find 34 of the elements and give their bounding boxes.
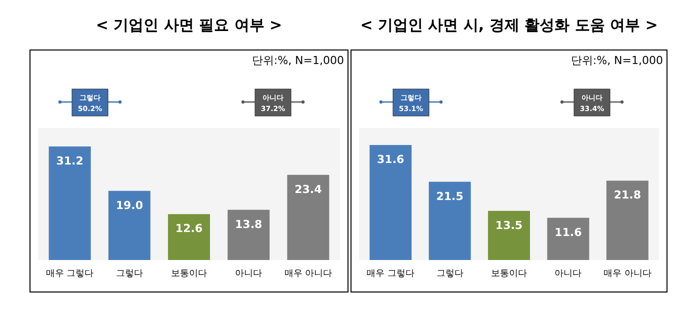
data-label: 19.0 (116, 198, 144, 212)
x-tick-label: 매우 그렇다 (46, 269, 94, 279)
bar (108, 190, 150, 260)
data-label: 31.2 (56, 154, 84, 168)
x-tick-label: 그렇다 (116, 269, 143, 279)
x-tick-label: 매우 아니다 (284, 269, 332, 279)
x-tick-label: 아니다 (235, 269, 262, 279)
bar (168, 214, 210, 260)
bar (228, 210, 270, 260)
data-label: 21.5 (436, 190, 464, 203)
data-label: 13.8 (235, 218, 262, 231)
data-label: 31.6 (377, 153, 405, 166)
text: 단위:%, N=1,000 (570, 54, 663, 67)
bar (428, 182, 471, 260)
x-tick-label: 매우 그렇다 (366, 269, 415, 279)
x-tick-label: 보통이다 (491, 269, 527, 279)
data-label: 11.6 (554, 226, 582, 239)
chart-title: < 기업인 사면 필요 여부 > (96, 16, 282, 34)
bar (370, 145, 412, 260)
bar (606, 180, 648, 260)
data-label: 13.5 (495, 218, 523, 232)
x-tick-label: 아니다 (554, 269, 582, 279)
bar (488, 210, 530, 260)
x-tick-label: 매우 아니다 (603, 269, 652, 279)
bar (48, 146, 91, 260)
chart-title: < 기업인 사면 시, 경제 활성화 도움 여부 > (360, 16, 658, 34)
bar (287, 174, 330, 260)
data-label: 23.4 (294, 182, 322, 196)
data-label: 21.8 (614, 188, 641, 202)
bar (547, 218, 590, 260)
text: 단위:%, N=1,000 (252, 54, 344, 67)
data-label: 12.6 (175, 222, 203, 236)
x-tick-label: 그렇다 (436, 269, 464, 279)
x-tick-label: 보통이다 (171, 269, 207, 279)
